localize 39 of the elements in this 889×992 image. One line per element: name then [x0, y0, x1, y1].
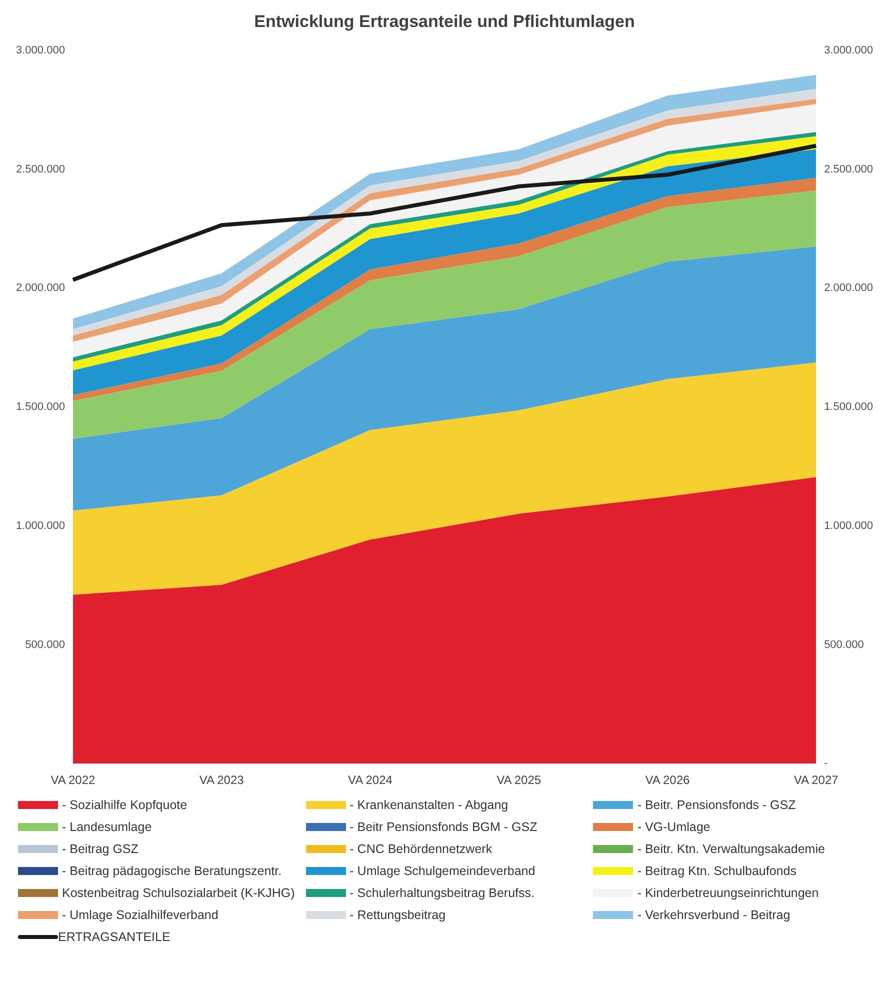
legend-label: - Beitr Pensionsfonds BGM - GSZ: [350, 820, 538, 834]
legend-label: - Schulerhaltungsbeitrag Berufss.: [350, 886, 534, 900]
legend-label: - Beitrag pädagogische Beratungszentr.: [62, 864, 282, 878]
x-tick-label: VA 2025: [496, 773, 542, 788]
y-tick-label: 3.000.000: [16, 44, 65, 56]
x-tick-label: VA 2022: [50, 773, 96, 788]
x-tick-label: VA 2024: [348, 773, 393, 788]
legend-label: - Beitr. Pensionsfonds - GSZ: [637, 798, 796, 812]
y-tick-label: 500.000: [25, 638, 65, 651]
y2-tick-label: 3.000.000: [824, 44, 873, 56]
y-tick-label: 2.000.000: [16, 282, 65, 294]
x-tick-label: VA 2027: [794, 773, 839, 788]
y-tick-label: 1.000.000: [16, 520, 65, 532]
legend-label: - Umlage Schulgemeindeverband: [350, 864, 536, 878]
legend-label: Kostenbeitrag Schulsozialarbeit (K-KJHG): [62, 886, 295, 900]
y2-tick-label: 500.000: [824, 638, 864, 651]
y-tick-label: 1.500.000: [16, 401, 65, 414]
legend-label: - Verkehrsverbund - Beitrag: [637, 908, 790, 922]
legend-label: - Kinderbetreuungseinrichtungen: [637, 886, 819, 900]
legend-label: - VG-Umlage: [637, 820, 710, 834]
y2-tick-label: 2.000.000: [824, 282, 873, 294]
legend-label: - CNC Behördennetzwerk: [350, 842, 492, 856]
legend-label: - Beitrag GSZ: [62, 842, 138, 856]
legend-label: - Rettungsbeitrag: [350, 908, 446, 922]
y2-tick-label: -: [824, 758, 828, 770]
y2-tick-label: 2.500.000: [824, 163, 873, 176]
y2-tick-label: 1.000.000: [824, 520, 873, 532]
x-tick-label: VA 2023: [199, 773, 244, 788]
chart-title: Entwicklung Ertragsanteile und Pflichtumlagen: [254, 12, 635, 31]
legend-label: ERTRAGSANTEILE: [58, 930, 170, 944]
legend-label: - Beitrag Ktn. Schulbaufonds: [637, 864, 796, 878]
y2-tick-label: 1.500.000: [824, 401, 873, 414]
legend-label: - Krankenanstalten - Abgang: [350, 798, 508, 812]
x-tick-label: VA 2026: [645, 773, 690, 788]
y-tick-label: 2.500.000: [16, 163, 65, 176]
legend-label: - Landesumlage: [62, 820, 152, 834]
legend-label: - Sozialhilfe Kopfquote: [62, 798, 188, 812]
legend-label: - Umlage Sozialhilfeverband: [62, 908, 218, 922]
legend-label: - Beitr. Ktn. Verwaltungsakademie: [637, 842, 825, 856]
